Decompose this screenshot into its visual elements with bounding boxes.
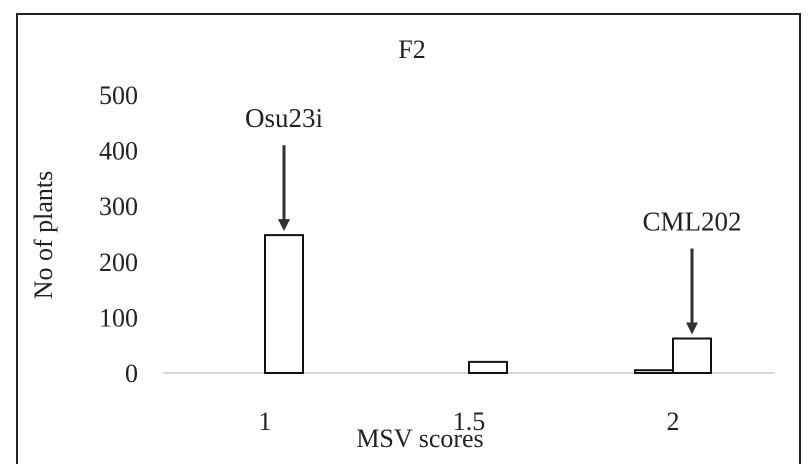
annotation-label: Osu23i xyxy=(245,103,323,133)
chart-border xyxy=(16,13,801,469)
annotation-arrowhead xyxy=(686,322,698,335)
y-ticks: 0 100 200 300 400 500 xyxy=(99,81,138,388)
x-tick-label: 1 xyxy=(259,407,272,436)
y-tick-label: 200 xyxy=(99,248,138,277)
bar xyxy=(264,234,304,374)
y-tick-label: 100 xyxy=(99,303,138,332)
x-ticks: 1 1.5 2 xyxy=(259,407,680,436)
annotation-label: CML202 xyxy=(642,207,741,237)
bar xyxy=(634,369,674,375)
bars xyxy=(264,234,712,375)
bar xyxy=(672,337,712,375)
x-tick-label: 1.5 xyxy=(453,407,486,436)
y-tick-label: 300 xyxy=(99,192,138,221)
bar xyxy=(468,360,508,375)
x-tick-label: 2 xyxy=(667,407,680,436)
y-tick-label: 500 xyxy=(99,81,138,110)
annotation-arrowhead xyxy=(278,219,290,232)
chart-title: F2 xyxy=(398,35,425,64)
x-axis-label: MSV scores xyxy=(356,424,483,453)
y-tick-label: 400 xyxy=(99,137,138,166)
y-axis-label: No of plants xyxy=(29,171,58,300)
y-tick-label: 0 xyxy=(125,359,138,388)
annotations: Osu23i CML202 xyxy=(245,103,742,335)
